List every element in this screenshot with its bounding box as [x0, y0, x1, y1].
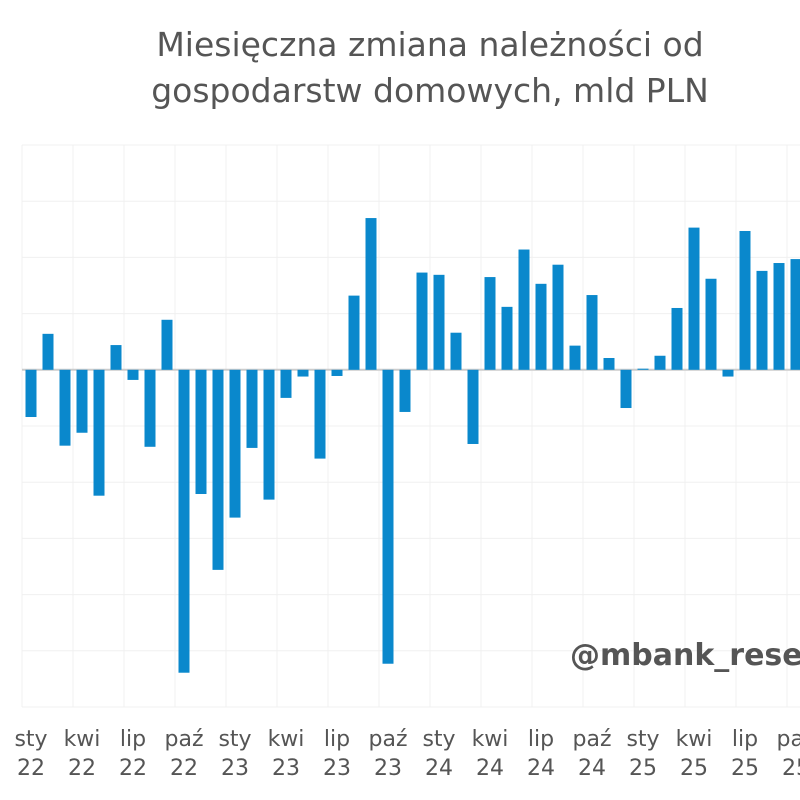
bar [76, 369, 88, 433]
bar [195, 369, 207, 495]
x-tick-label: paź 23 [368, 727, 408, 781]
bar [773, 263, 785, 370]
bar [552, 264, 564, 370]
bar [586, 295, 598, 370]
bar [739, 230, 751, 370]
bar [331, 369, 343, 376]
x-tick-label: sty 23 [218, 727, 252, 781]
bar [535, 283, 547, 370]
bar [569, 345, 581, 370]
bar [127, 369, 139, 380]
chart-title: Miesięczna zmiana należności od gospodar… [151, 25, 709, 110]
bar [416, 272, 428, 370]
x-tick-label: lip 24 [527, 727, 555, 781]
x-tick-label: kwi 24 [471, 727, 509, 781]
bar [348, 295, 360, 370]
bar [671, 307, 683, 370]
x-tick-label: sty 22 [14, 727, 48, 781]
bar [59, 369, 71, 446]
x-tick-label: sty 25 [626, 727, 660, 781]
bar [178, 369, 190, 673]
bar [297, 369, 309, 377]
bar [399, 369, 411, 412]
bar [110, 345, 122, 370]
bar [93, 369, 105, 496]
bar [382, 369, 394, 664]
bar [280, 369, 292, 398]
bar [790, 259, 800, 370]
x-tick-label: sty 24 [422, 727, 456, 781]
bar [229, 369, 241, 518]
bar [25, 369, 37, 418]
bar [501, 306, 513, 370]
bar [484, 277, 496, 370]
x-tick-label: kwi 25 [675, 727, 713, 781]
x-tick-label: lip 25 [731, 727, 759, 781]
bar [603, 357, 615, 370]
x-tick-label: paź 24 [572, 727, 612, 781]
bar [144, 369, 156, 447]
bar [467, 369, 479, 444]
x-tick-label: lip 22 [119, 727, 147, 781]
x-tick-label: paź 25 [776, 727, 800, 781]
bar [705, 278, 717, 370]
bar [654, 355, 666, 370]
bar [433, 274, 445, 370]
bar [161, 319, 173, 370]
watermark: @mbank_research [570, 638, 800, 673]
bar [450, 332, 462, 370]
bar [263, 369, 275, 500]
bar [212, 369, 224, 570]
bar [42, 333, 54, 370]
bar [620, 369, 632, 409]
bar [314, 369, 326, 459]
bar [246, 369, 258, 448]
bar [688, 227, 700, 370]
x-tick-label: kwi 22 [63, 727, 101, 781]
x-tick-label: paź 22 [164, 727, 204, 781]
bar [756, 270, 768, 370]
bar [365, 218, 377, 370]
x-tick-label: lip 23 [323, 727, 351, 781]
x-tick-label: kwi 23 [267, 727, 305, 781]
bar [637, 368, 649, 370]
bar [518, 249, 530, 370]
bar [722, 369, 734, 377]
